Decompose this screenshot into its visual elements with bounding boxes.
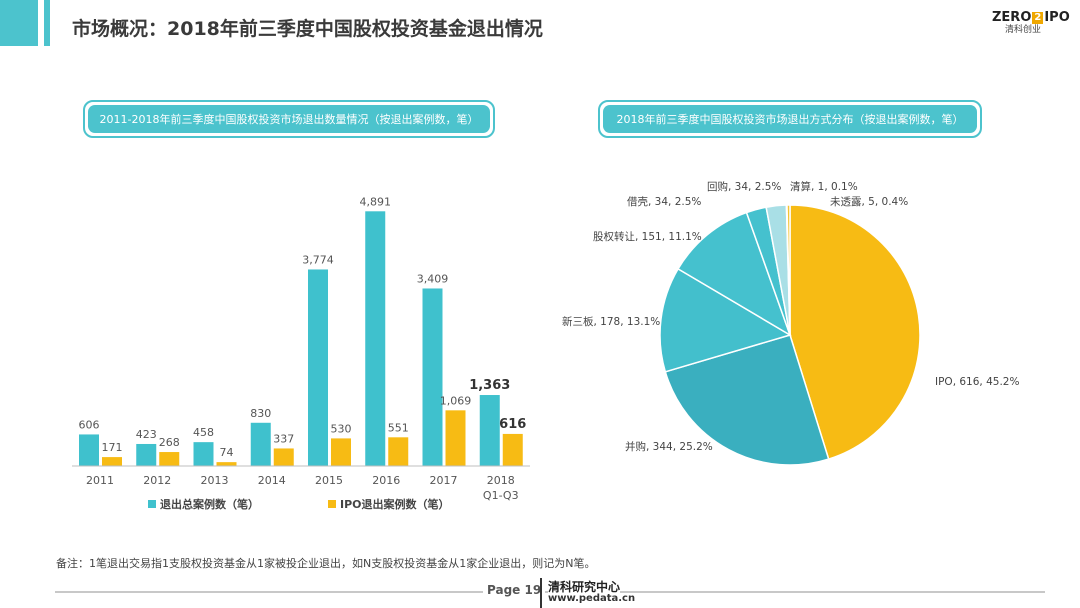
bar-value-label: 606	[79, 418, 100, 431]
pie-slice-label: 清算, 1, 0.1%	[790, 180, 858, 193]
bar-value-label: 268	[159, 436, 180, 449]
footer-url: www.pedata.cn	[548, 593, 636, 604]
bar-total	[136, 443, 157, 466]
bar-value-label: 337	[273, 432, 294, 445]
x-tick-label: 2012	[143, 474, 171, 487]
bar-ipo	[159, 452, 180, 466]
footnote: 备注：1笔退出交易指1支股权投资基金从1家被投企业退出，如N支股权投资基金从1家…	[56, 557, 596, 570]
bar-total	[479, 395, 500, 466]
bar-total	[308, 269, 328, 466]
bar-ipo	[445, 410, 466, 466]
bar-value-label: 4,891	[360, 195, 392, 208]
page-number: Page 19	[483, 583, 546, 597]
x-tick-label: 2018	[487, 474, 515, 487]
x-tick-label: 2013	[201, 474, 229, 487]
bar-value-label: 530	[331, 422, 352, 435]
bar-value-label: 616	[499, 417, 526, 432]
bar-value-label: 830	[250, 407, 271, 420]
corner-decoration	[0, 0, 50, 46]
pie-slice	[786, 204, 791, 336]
pie-slice-label: 新三板, 178, 13.1%	[562, 315, 660, 328]
bar-value-label: 1,363	[469, 378, 510, 393]
pie-slice-label: 回购, 34, 2.5%	[707, 180, 781, 193]
x-tick-label: 2017	[430, 474, 458, 487]
bar-ipo	[102, 457, 122, 466]
x-tick-label: 2015	[315, 474, 343, 487]
pie-slice-label: 未透露, 5, 0.4%	[830, 196, 908, 208]
bar-ipo	[331, 438, 351, 466]
pie-slice	[677, 211, 792, 337]
bar-value-label: 551	[388, 421, 409, 434]
page-title: 市场概况：2018年前三季度中国股权投资基金退出情况	[72, 18, 543, 40]
bar-ipo	[216, 462, 237, 466]
pie-slice	[659, 267, 792, 373]
pie-chart-title-box: 2018年前三季度中国股权投资市场退出方式分布（按退出案例数，笔）	[598, 100, 982, 138]
pie-slice-label: IPO, 616, 45.2%	[935, 376, 1019, 388]
pie-slice	[789, 204, 921, 461]
bar-total	[79, 434, 99, 466]
pie-slice	[664, 334, 830, 466]
pie-slice-label: 股权转让, 151, 11.1%	[593, 230, 702, 243]
bar-value-label: 74	[220, 446, 234, 459]
bar-chart-title: 2011-2018年前三季度中国股权投资市场退出数量情况（按退出案例数，笔）	[88, 105, 490, 133]
pie-chart: IPO, 616, 45.2% 并购, 344, 25.2% 新三板, 178, 1…	[562, 180, 1019, 466]
bar-value-label: 1,069	[440, 394, 472, 407]
footer-divider	[540, 578, 542, 608]
bar-total	[365, 211, 386, 466]
legend-label: IPO退出案例数（笔）	[340, 497, 450, 511]
pie-chart-title: 2018年前三季度中国股权投资市场退出方式分布（按退出案例数，笔）	[603, 105, 977, 133]
pie-slice-label: 并购, 344, 25.2%	[625, 440, 713, 453]
legend-swatch	[328, 500, 336, 508]
bar-ipo	[273, 448, 294, 466]
bar-total	[193, 442, 214, 466]
footer-brand: 清科研究中心	[548, 578, 621, 595]
bar-ipo	[388, 437, 409, 466]
bar-value-label: 171	[102, 441, 123, 454]
legend-swatch	[148, 500, 156, 508]
x-tick-label: 2016	[372, 474, 400, 487]
bar-ipo	[502, 433, 523, 466]
bar-value-label: 458	[193, 426, 214, 439]
x-tick-label: Q1-Q3	[483, 489, 519, 502]
legend-label: 退出总案例数（笔）	[160, 497, 259, 511]
bar-chart-title-box: 2011-2018年前三季度中国股权投资市场退出数量情况（按退出案例数，笔）	[83, 100, 495, 138]
bar-value-label: 423	[136, 428, 157, 441]
pie-slice-label: 借壳, 34, 2.5%	[627, 195, 701, 208]
bar-value-label: 3,774	[302, 253, 334, 266]
brand-logo: ZERO 2 IPO 清科创业	[992, 10, 1070, 35]
x-tick-label: 2011	[86, 474, 114, 487]
bar-total	[250, 422, 271, 466]
bar-total	[422, 288, 443, 466]
x-tick-label: 2014	[258, 474, 286, 487]
bar-value-label: 3,409	[417, 272, 449, 285]
